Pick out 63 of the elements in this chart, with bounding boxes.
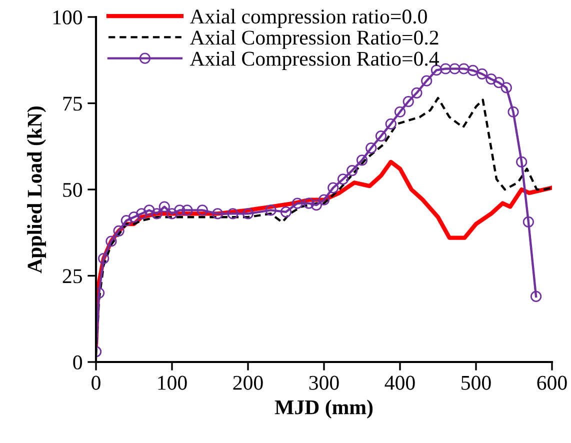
y-tick-label: 25 — [62, 269, 82, 284]
point — [385, 118, 396, 130]
point — [493, 76, 504, 88]
point — [113, 225, 124, 236]
legend-label: Axial Compression Ratio=0.4 — [190, 51, 440, 70]
x-tick-label: 400 — [384, 376, 415, 390]
point — [280, 206, 292, 218]
point — [440, 63, 452, 74]
point — [449, 63, 460, 74]
point — [182, 204, 193, 216]
point — [318, 194, 330, 206]
y-axis-title: Applied Load (kN) — [27, 106, 46, 274]
point — [328, 182, 339, 194]
point — [151, 208, 162, 220]
point — [120, 214, 132, 226]
point — [310, 199, 322, 211]
legend-label: Axial Compression Ratio=0.2 — [190, 30, 438, 49]
point — [166, 208, 178, 220]
x-tick-label: 0 — [92, 376, 100, 390]
point — [402, 96, 414, 108]
point — [476, 68, 488, 80]
point — [508, 106, 519, 118]
point — [106, 236, 117, 247]
point — [158, 201, 170, 212]
point — [98, 252, 110, 264]
point — [500, 82, 512, 94]
point — [366, 142, 377, 154]
point — [522, 216, 534, 228]
y-tick-label: 75 — [63, 96, 82, 111]
point — [303, 198, 314, 209]
point — [458, 63, 470, 74]
x-tick-label: 100 — [158, 376, 187, 390]
x-tick-label: 600 — [537, 376, 567, 390]
point — [128, 212, 140, 223]
point — [212, 208, 224, 220]
y-tick-label: 50 — [63, 182, 82, 197]
point — [430, 64, 442, 76]
x-axis-title: MJD (mm) — [274, 400, 373, 419]
point — [486, 74, 497, 85]
y-tick-label: 0 — [73, 355, 82, 370]
point — [265, 204, 276, 216]
x-tick-label: 200 — [233, 376, 263, 390]
point — [530, 290, 542, 302]
point — [411, 87, 422, 98]
point — [242, 208, 254, 220]
y-tick-label: 100 — [53, 10, 82, 24]
legend-label: Axial compression ratio=0.0 — [190, 8, 427, 28]
x-tick-label: 300 — [309, 376, 339, 390]
point — [292, 198, 303, 209]
point — [136, 208, 148, 220]
point — [346, 164, 358, 176]
point — [394, 106, 406, 118]
point — [375, 130, 387, 142]
point — [356, 154, 368, 166]
point — [174, 204, 186, 216]
point — [467, 64, 479, 76]
point — [516, 156, 528, 168]
point — [421, 75, 432, 86]
point — [144, 204, 155, 216]
x-tick-label: 500 — [462, 376, 491, 390]
point — [196, 204, 208, 216]
point — [337, 174, 349, 185]
point — [227, 208, 238, 220]
